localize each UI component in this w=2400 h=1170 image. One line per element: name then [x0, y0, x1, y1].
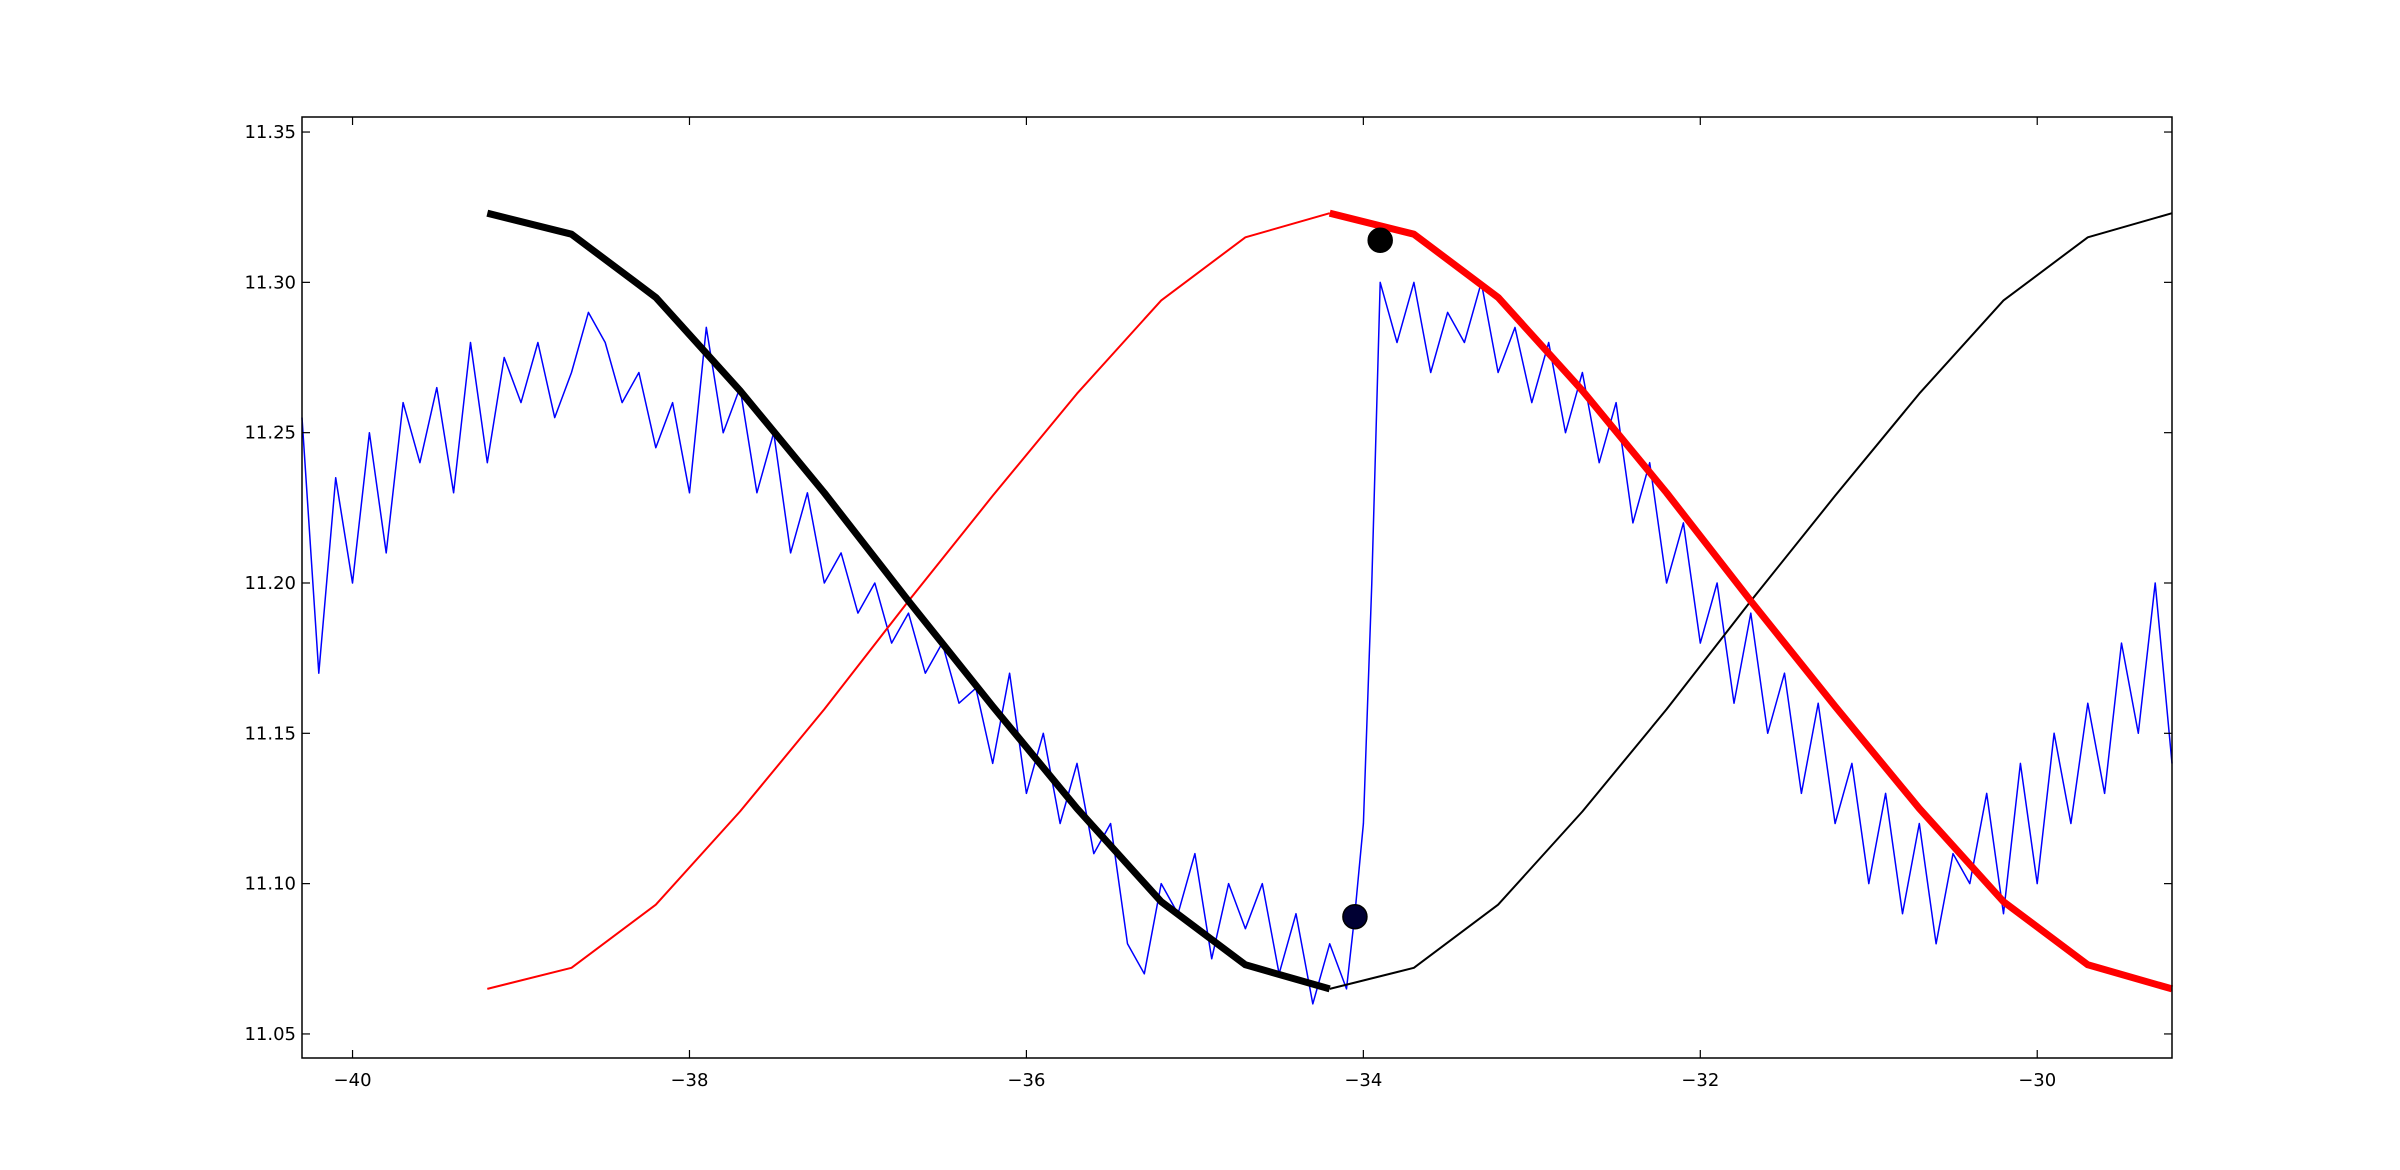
y-tick-label-7: 11.35: [244, 122, 296, 143]
marker-layer: [1342, 227, 1393, 930]
y-tick-label-4: 11.20: [244, 573, 296, 594]
x-tick-label-6: −30: [2018, 1070, 2056, 1091]
y-tick-label-2: 11.10: [244, 874, 296, 895]
x-tick-label-3: −36: [1007, 1070, 1045, 1091]
y-tick-label-1: 11.05: [244, 1024, 296, 1045]
y-tick-label-6: 11.30: [244, 272, 296, 293]
x-tick-label-2: −38: [670, 1070, 708, 1091]
data-point-marker-1: [1367, 227, 1393, 254]
tick-layer: −40 −38 −36 −34 −32 −30 11.05 11.10 11.15 11.20 11…: [244, 117, 2172, 1091]
series-line-5: [1328, 209, 2173, 993]
x-tick-label-5: −32: [1681, 1070, 1719, 1091]
data-point-marker-2: [1342, 903, 1368, 930]
y-tick-label-3: 11.15: [244, 723, 296, 744]
x-tick-label-4: −34: [1344, 1070, 1382, 1091]
series-line-1: [301, 281, 2173, 1005]
series-line-3: [486, 209, 1331, 993]
y-tick-label-5: 11.25: [244, 423, 296, 444]
x-tick-label-1: −40: [334, 1070, 372, 1091]
axes-frame: [301, 116, 2173, 1059]
series-layer: [301, 209, 2173, 1005]
